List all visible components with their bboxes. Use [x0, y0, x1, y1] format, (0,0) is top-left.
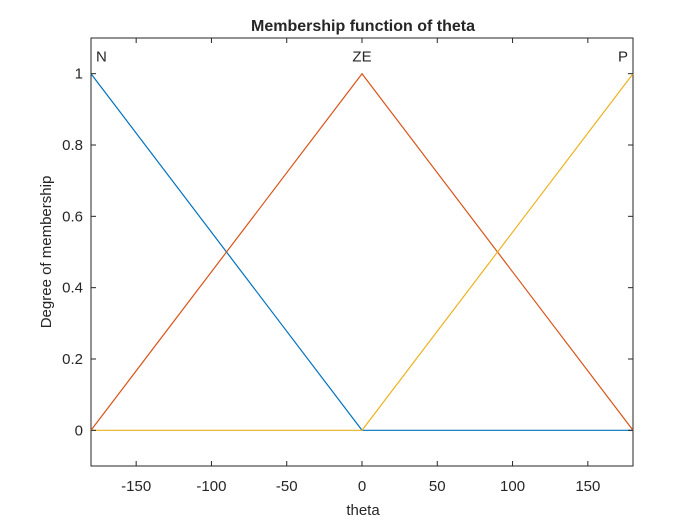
- series-ze-line: [90, 72, 634, 431]
- y-tick-label: 0.4: [62, 280, 83, 297]
- series-ze-label: ZE: [352, 49, 371, 66]
- x-tick-label: 100: [500, 478, 525, 495]
- series-n-label: N: [96, 49, 107, 66]
- x-axis-label: theta: [346, 502, 380, 519]
- y-tick-label: 0.8: [62, 137, 83, 154]
- plot-area: N ZE P: [90, 37, 634, 467]
- x-tick-label: -150: [121, 478, 151, 495]
- series-p-label: P: [618, 49, 628, 66]
- x-axis-ticks: -150 -100 -50 0 50 100 150: [121, 38, 600, 495]
- y-tick-label: 0.2: [62, 351, 83, 368]
- y-tick-label: 0: [75, 422, 83, 439]
- chart-title: Membership function of theta: [251, 18, 475, 35]
- y-axis-label: Degree of membership: [38, 176, 55, 329]
- x-tick-label: 50: [429, 478, 446, 495]
- membership-labels: N ZE P: [96, 49, 628, 66]
- x-tick-label: -100: [196, 478, 226, 495]
- x-tick-label: 0: [358, 478, 366, 495]
- series-layer: [90, 72, 634, 431]
- y-axis-ticks: 0 0.2 0.4 0.6 0.8 1: [62, 66, 633, 439]
- y-tick-label: 0.6: [62, 208, 83, 225]
- x-tick-label: -50: [276, 478, 298, 495]
- x-tick-label: 150: [575, 478, 600, 495]
- y-tick-label: 1: [75, 66, 83, 83]
- axes-box: [90, 37, 634, 467]
- series-p-line: [91, 73, 634, 431]
